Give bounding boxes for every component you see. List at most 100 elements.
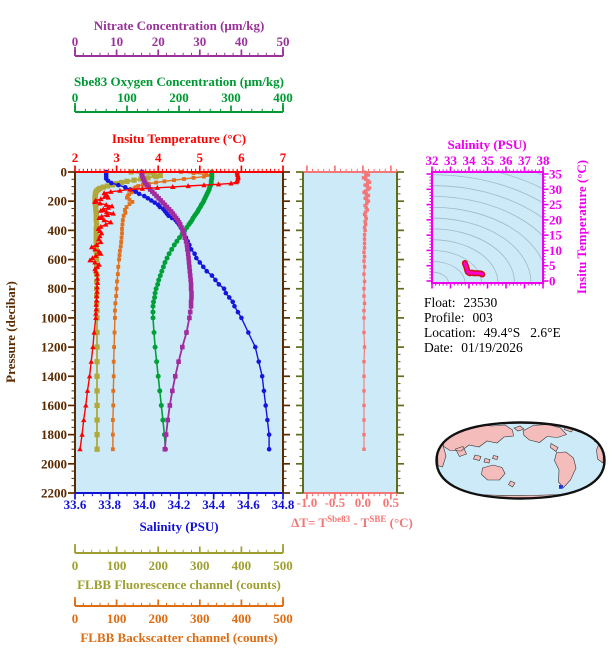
series-temperature-marker [93, 253, 99, 258]
nitrate-axis: 0 10 20 30 40 50 [72, 34, 290, 57]
series-nitrate-marker [187, 268, 193, 274]
series-nitrate-marker [165, 417, 171, 423]
series-temperature-marker [81, 417, 87, 423]
tick-label: 34.8 [272, 497, 295, 512]
series-delta-t-marker [363, 214, 368, 219]
series-salinity-marker [256, 359, 262, 364]
tick-label: 400 [232, 558, 252, 573]
series-delta-t-marker [365, 208, 370, 212]
series-backscatter-marker [116, 264, 121, 269]
series-delta-t-marker [363, 222, 368, 227]
series-nitrate-marker [183, 239, 189, 244]
series-backscatter-marker [113, 308, 117, 313]
delta-pressure-left [296, 171, 304, 494]
location-value-lon: 2.6°E [530, 325, 561, 340]
tick-label: 6 [238, 150, 245, 165]
oxygen-axis: 0 100 200 300 400 [72, 90, 293, 113]
tick-label: 38 [537, 153, 551, 168]
series-backscatter-marker [119, 235, 124, 240]
series-oxygen-marker [177, 235, 183, 241]
series-temperature-marker [97, 200, 103, 206]
series-fluorescence-marker [94, 388, 100, 394]
float-info-line-date: Date: 01/19/2026 [424, 340, 523, 355]
series-temperature-marker [127, 186, 133, 192]
series-salinity-marker [197, 260, 203, 265]
tick-label: 7 [280, 150, 287, 165]
series-delta-t-marker [365, 181, 370, 186]
tick-label: 30 [193, 34, 206, 49]
profile-label: Profile: [424, 310, 465, 325]
series-salinity-marker [152, 200, 158, 205]
series-fluorescence-marker [118, 179, 125, 186]
series-temperature-marker [94, 263, 101, 269]
tick-label: 600 [48, 252, 68, 267]
series-oxygen-marker [160, 264, 166, 270]
series-fluorescence-marker [93, 235, 99, 241]
tick-label: 34.0 [133, 497, 156, 512]
series-fluorescence-marker [157, 172, 163, 179]
series-delta-t-marker [363, 228, 367, 233]
nitrate-axis-title: Nitrate Concentration (μm/kg) [94, 18, 265, 33]
delta-t-axis-bottom: -1.0 -0.5 0.0 0.5 [297, 492, 399, 510]
series-backscatter-marker [112, 330, 117, 335]
ts-curve [463, 261, 484, 276]
series-fluorescence-marker [94, 373, 100, 379]
tick-label: 1000 [41, 310, 67, 325]
series-backscatter-marker [118, 248, 122, 253]
series-delta-t-marker [362, 294, 366, 298]
series-salinity-marker [209, 273, 215, 278]
series-oxygen-marker [151, 299, 157, 305]
series-backscatter-marker [130, 200, 135, 204]
series-nitrate-marker [172, 373, 178, 379]
fluorescence-axis: 0 100 200 300 400 500 [72, 544, 293, 573]
series-temperature-marker [94, 275, 101, 281]
series-backscatter-marker [120, 218, 125, 223]
series-nitrate-marker [188, 277, 193, 283]
series-backscatter-marker [121, 213, 126, 218]
series-backscatter-marker [117, 257, 121, 262]
tick-label: 34 [463, 153, 477, 168]
series-oxygen-marker [169, 246, 175, 252]
tick-label: 100 [117, 90, 137, 105]
series-fluorescence-marker [104, 183, 111, 189]
tick-label: 500 [273, 611, 293, 626]
series-fluorescence-marker [93, 226, 99, 232]
oxygen-axis-title: Sbe83 Oxygen Concentration (μm/kg) [74, 74, 284, 89]
tick-label: 800 [48, 281, 68, 296]
tick-label: 100 [107, 611, 127, 626]
series-fluorescence-marker [94, 359, 100, 365]
pressure-axis-title: Pressure (decibar) [3, 281, 18, 383]
date-value: 01/19/2026 [461, 340, 523, 355]
tick-label: 20 [549, 212, 562, 227]
series-salinity-marker [200, 264, 206, 270]
series-fluorescence-marker [100, 184, 106, 190]
tick-label: 0 [72, 90, 79, 105]
series-salinity-marker [216, 282, 222, 287]
ts-contour [433, 206, 542, 261]
series-backscatter-marker [112, 345, 117, 349]
tick-label: 0 [72, 558, 79, 573]
tick-label: 100 [107, 558, 127, 573]
series-backscatter-marker [132, 186, 137, 191]
series-nitrate-marker [180, 344, 185, 350]
delta-t-title-prefix: ΔT= T [291, 515, 327, 530]
series-delta-t-marker [362, 241, 367, 246]
series-temperature-marker [98, 196, 104, 202]
series-salinity-marker [204, 268, 210, 274]
tick-label: 2 [72, 150, 79, 165]
series-fluorescence-marker [131, 177, 137, 183]
series-temperature-marker [185, 183, 191, 189]
series-backscatter-marker [172, 178, 176, 183]
series-salinity-marker [122, 185, 128, 190]
series-oxygen-marker [153, 286, 159, 292]
series-nitrate-marker [185, 247, 190, 252]
series-backscatter-marker [191, 175, 196, 180]
series-nitrate-marker [186, 260, 192, 265]
delta-t-title-sup2: SBE [369, 514, 386, 524]
location-label: Location: [424, 325, 476, 340]
tick-label: 33 [444, 153, 458, 168]
tick-label: 40 [235, 34, 248, 49]
tick-label: 2200 [41, 486, 67, 501]
series-temperature-marker [139, 185, 146, 191]
